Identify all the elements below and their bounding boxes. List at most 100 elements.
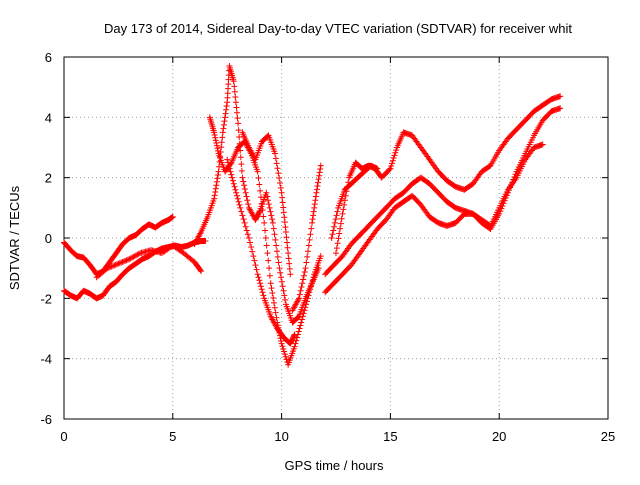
data-point-interp — [257, 283, 264, 290]
data-point-interp — [278, 337, 285, 344]
y-tick-label: 6 — [45, 50, 52, 65]
data-point-interp — [390, 155, 397, 162]
data-point-interp — [109, 262, 116, 269]
data-point-interp — [232, 99, 239, 106]
data-point-interp — [281, 351, 288, 358]
series-track-6 — [224, 156, 298, 347]
data-point — [202, 238, 209, 245]
data-point-interp — [306, 289, 313, 296]
data-point-interp — [308, 280, 315, 287]
data-point-interp — [301, 268, 308, 275]
data-point-interp — [281, 292, 288, 299]
data-point-interp — [393, 147, 400, 154]
data-point-interp — [264, 193, 271, 200]
data-point-interp — [270, 299, 277, 306]
chart-title: Day 173 of 2014, Sidereal Day-to-day VTE… — [104, 21, 572, 36]
data-point-interp — [271, 231, 278, 238]
data-point-interp — [280, 209, 287, 216]
data-point-interp — [314, 182, 321, 189]
y-tick-label: 0 — [45, 231, 52, 246]
data-point-interp — [389, 160, 396, 167]
data-point-interp — [220, 121, 227, 128]
data-point — [211, 195, 218, 202]
data-point-interp — [233, 189, 240, 196]
data-point-interp — [388, 162, 395, 169]
data-point-interp — [297, 322, 304, 329]
data-point-interp — [266, 272, 273, 279]
x-tick-label: 5 — [169, 429, 176, 444]
data-point-interp — [233, 104, 240, 111]
data-point — [278, 340, 285, 347]
data-point-interp — [244, 197, 251, 204]
data-point-interp — [219, 134, 226, 141]
data-point-interp — [277, 184, 284, 191]
data-point-interp — [220, 125, 227, 132]
data-point-interp — [116, 260, 123, 267]
data-point-interp — [307, 231, 314, 238]
data-point-interp — [279, 283, 286, 290]
data-point-interp — [302, 304, 309, 311]
data-point-interp — [270, 225, 277, 232]
series-track-4 — [191, 63, 322, 326]
data-point-interp — [265, 201, 272, 208]
data-point-interp — [312, 193, 319, 200]
data-point-interp — [301, 307, 308, 314]
x-tick-label: 20 — [492, 429, 506, 444]
x-tick-label: 10 — [274, 429, 288, 444]
data-point-interp — [237, 154, 244, 161]
data-point-interp — [253, 266, 260, 273]
data-point-interp — [313, 186, 320, 193]
data-point — [269, 219, 276, 226]
data-point-interp — [223, 103, 230, 110]
data-point-interp — [135, 250, 142, 257]
data-point-interp — [271, 304, 278, 311]
data-point-interp — [262, 227, 269, 234]
data-point-interp — [231, 183, 238, 190]
data-point-interp — [333, 245, 340, 252]
data-point-interp — [108, 263, 115, 270]
data-point-interp — [269, 290, 276, 297]
y-tick-label: -2 — [40, 291, 52, 306]
data-point-interp — [234, 115, 241, 122]
data-point-interp — [303, 298, 310, 305]
data-point-interp — [233, 192, 240, 199]
data-point-interp — [307, 286, 314, 293]
data-point-interp — [231, 88, 238, 95]
data-point-interp — [292, 340, 299, 347]
data-point-interp — [299, 313, 306, 320]
data-point-interp — [241, 219, 248, 226]
data-point-interp — [286, 260, 293, 267]
y-tick-label: -4 — [40, 352, 52, 367]
data-point-interp — [295, 314, 302, 321]
data-point-interp — [337, 225, 344, 232]
data-point-interp — [249, 248, 256, 255]
data-point-interp — [256, 208, 263, 215]
data-point-interp — [281, 214, 288, 221]
data-point-interp — [316, 169, 323, 176]
data-point-interp — [334, 208, 341, 215]
data-point-interp — [305, 242, 312, 249]
data-point-interp — [281, 348, 288, 355]
data-point-interp — [282, 224, 289, 231]
data-point-interp — [279, 343, 286, 350]
data-point-interp — [123, 257, 130, 264]
data-point — [237, 204, 244, 211]
data-point — [254, 271, 261, 278]
series-track-5 — [206, 114, 324, 368]
data-point-interp — [245, 201, 252, 208]
data-point-interp — [218, 144, 225, 151]
data-point — [239, 174, 246, 181]
axes-layer: 0 5 10 15 20 25 -6 -4 -2 0 2 4 6 — [40, 50, 615, 444]
data-point-interp — [228, 171, 235, 178]
data-point-interp — [278, 274, 285, 281]
data-point-interp — [120, 258, 127, 265]
data-point-interp — [107, 264, 114, 271]
data-point-interp — [273, 248, 280, 255]
data-point-interp — [268, 212, 275, 219]
data-point-interp — [252, 262, 259, 269]
data-point-interp — [335, 235, 342, 242]
data-point-interp — [197, 267, 204, 274]
data-point-interp — [238, 161, 245, 168]
data-point — [291, 343, 298, 350]
